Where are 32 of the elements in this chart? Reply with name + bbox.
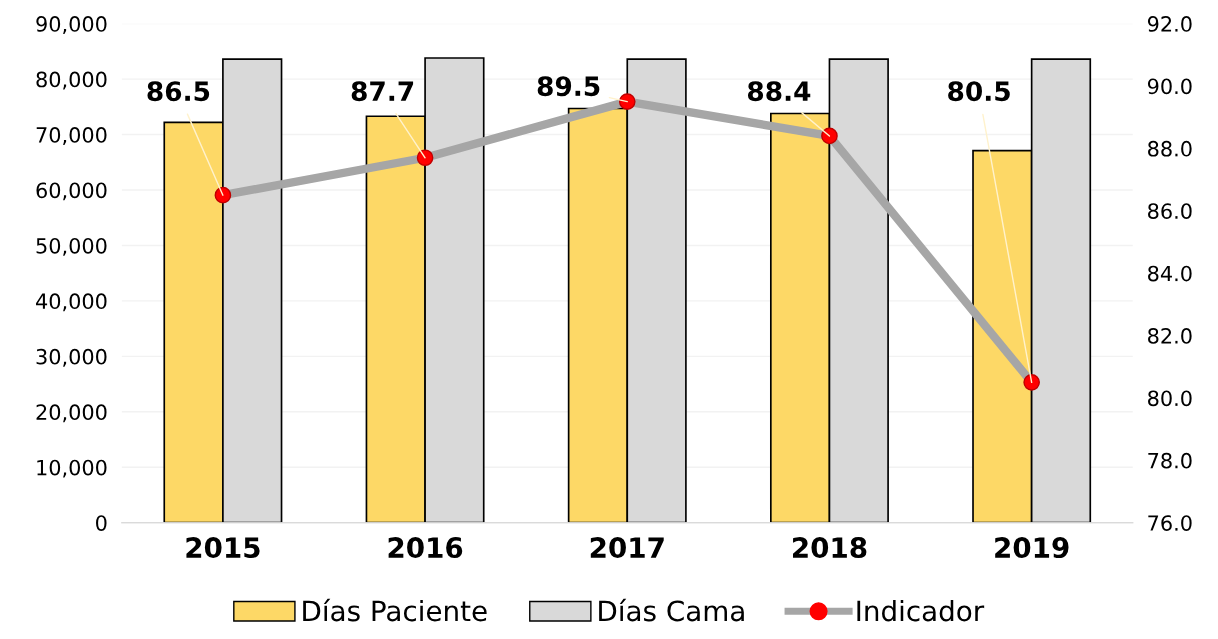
y-tick-label: 60,000 <box>36 182 107 201</box>
y-tick-label: 80,000 <box>36 71 107 90</box>
data-label: 87.7 <box>351 81 414 102</box>
y-tick-label: 10,000 <box>37 459 107 478</box>
y2-tick-label: 82.0 <box>1148 328 1192 344</box>
x-tick-label: 2018 <box>793 537 867 559</box>
data-label: 88.4 <box>747 81 811 102</box>
y-tick-label: 90,000 <box>36 16 107 34</box>
y2-tick-label: 86.0 <box>1148 203 1192 219</box>
data-label: 89.5 <box>537 76 600 97</box>
y2-tick-label: 90.0 <box>1147 78 1192 95</box>
y-tick-label: 20,000 <box>36 404 107 423</box>
y2-tick-label: 78.0 <box>1148 452 1192 469</box>
legend-label: Indicador <box>857 599 985 622</box>
y2-tick-label: 84.0 <box>1148 265 1192 282</box>
data-label: 86.5 <box>147 81 210 102</box>
x-tick-label: 2017 <box>590 537 664 559</box>
y-tick-label: 30,000 <box>36 348 107 367</box>
y-tick-label: 0 <box>96 515 107 531</box>
legend-label: Días Paciente <box>303 598 487 622</box>
legend-label: Días Cama <box>599 598 744 622</box>
y2-tick-label: 80.0 <box>1148 390 1192 407</box>
y2-tick-label: 88.0 <box>1148 140 1192 157</box>
x-tick-label: 2015 <box>186 537 260 559</box>
x-tick-label: 2019 <box>995 537 1069 559</box>
y2-tick-label: 76.0 <box>1148 515 1192 531</box>
y-tick-label: 50,000 <box>36 237 107 256</box>
x-tick-label: 2016 <box>388 537 463 559</box>
y2-tick-label: 92.0 <box>1147 16 1192 32</box>
y-tick-label: 40,000 <box>36 293 107 312</box>
data-label: 80.5 <box>948 81 1010 102</box>
y-tick-label: 70,000 <box>36 127 107 145</box>
